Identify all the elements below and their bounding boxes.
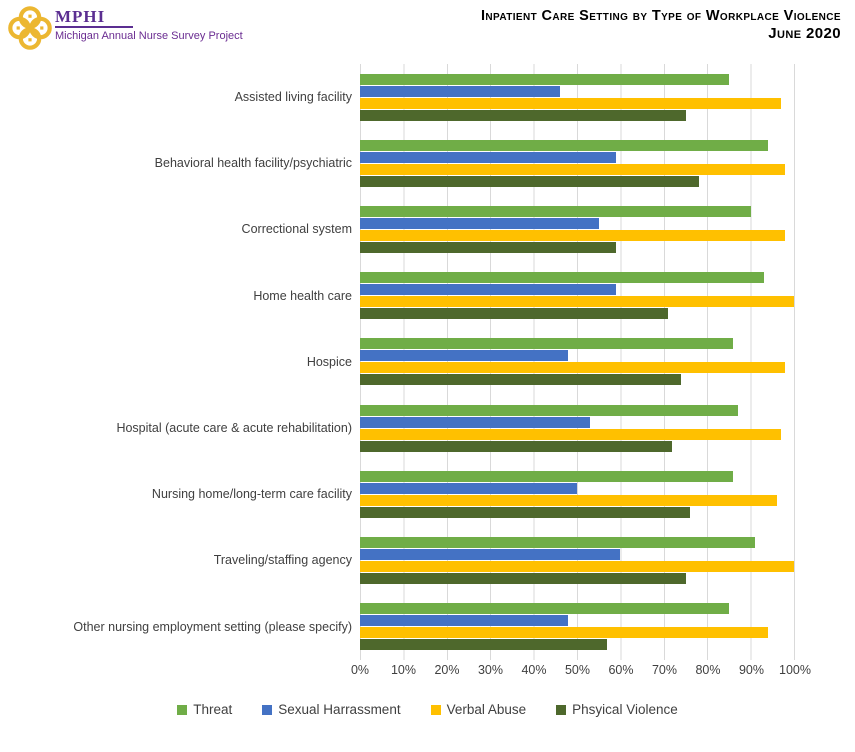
legend-label: Verbal Abuse [446,702,527,717]
bar-group [360,64,795,131]
chart-row: Other nursing employment setting (please… [0,593,795,660]
bar-verbal-abuse [360,362,786,374]
bar-group [360,394,795,462]
bar-verbal-abuse [360,296,794,308]
bar-threat [360,338,734,350]
bar-phsyical-violence [360,506,690,518]
bar-verbal-abuse [360,494,777,506]
bar-phsyical-violence [360,639,608,651]
chart-row: Correctional system [0,196,795,263]
bar-threat [360,272,764,284]
category-label: Assisted living facility [234,90,352,105]
bar-sexual-harrassment [360,482,577,494]
bar-sexual-harrassment [360,284,617,296]
bar-threat [360,470,734,482]
bar-group [360,527,795,594]
bar-verbal-abuse [360,97,781,109]
bar-threat [360,603,729,615]
legend-item-sexual-harrassment: Sexual Harrassment [262,702,401,717]
bar-sexual-harrassment [360,85,560,97]
bar-sexual-harrassment [360,615,569,627]
chart-row: Behavioral health facility/psychiatric [0,130,795,197]
bar-phsyical-violence [360,308,669,320]
bar-threat [360,404,738,416]
bar-verbal-abuse [360,627,768,639]
x-axis-tick: 50% [564,663,591,677]
bar-threat [360,205,751,217]
bar-group [360,593,795,660]
bar-chart: Assisted living facility Behavioral healt… [0,64,795,660]
logo-subtitle: Michigan Annual Nurse Survey Project [55,30,243,42]
bar-sexual-harrassment [360,416,591,428]
bar-verbal-abuse [360,163,786,175]
bar-sexual-harrassment [360,548,621,560]
legend-item-phsyical-violence: Phsyical Violence [556,702,678,717]
bar-group [360,262,795,329]
legend-swatch-phsyical-violence-icon [556,704,567,715]
bar-sexual-harrassment [360,151,617,163]
bar-threat [360,139,768,151]
mphi-logo: MPHI Michigan Annual Nurse Survey Projec… [7,5,243,51]
x-axis-tick: 0% [350,663,370,677]
logo-acronym: MPHI [55,8,134,28]
legend-swatch-sexual-harrassment-icon [262,704,273,715]
mphi-quatrefoil-icon [7,5,53,51]
category-label: Nursing home/long-term care facility [151,487,352,502]
category-label: Hospice [306,354,352,369]
chart-row: Hospice [0,328,795,395]
category-label: Traveling/staffing agency [213,553,352,568]
x-axis-tick: 90% [738,663,765,677]
category-label: Behavioral health facility/psychiatric [154,156,352,171]
x-axis-tick: 60% [608,663,634,677]
category-label: Home health care [253,288,352,303]
x-axis-tick: 70% [651,663,678,677]
legend-item-threat: Threat [177,702,232,717]
bar-group [360,130,795,197]
bar-group [360,461,795,528]
legend-swatch-threat-icon [177,704,188,715]
legend-label: Sexual Harrassment [278,702,401,717]
legend-swatch-verbal-abuse-icon [430,704,441,715]
bar-verbal-abuse [360,560,794,572]
bar-phsyical-violence [360,109,686,121]
bar-sexual-harrassment [360,217,599,229]
x-axis-tick: 30% [477,663,504,677]
bar-sexual-harrassment [360,350,569,362]
bar-threat [360,73,729,85]
legend-item-verbal-abuse: Verbal Abuse [430,702,527,717]
chart-row: Hospital (acute care & acute rehabilitat… [0,394,795,462]
category-label: Hospital (acute care & acute rehabilitat… [116,421,352,436]
x-axis-tick: 100% [779,663,811,677]
chart-legend: Threat Sexual Harrassment Verbal Abuse Phsy… [0,702,855,717]
bar-phsyical-violence [360,572,686,584]
bar-phsyical-violence [360,374,682,386]
chart-row: Nursing home/long-term care facility [0,461,795,528]
bar-group [360,196,795,263]
legend-label: Threat [193,702,233,717]
chart-title: Inpatient Care Setting by Type of Workpl… [481,8,841,43]
x-axis-tick: 80% [695,663,721,677]
bar-threat [360,536,755,548]
chart-row: Traveling/staffing agency [0,527,795,594]
bar-verbal-abuse [360,229,786,241]
bar-phsyical-violence [360,440,673,452]
bar-verbal-abuse [360,428,781,440]
bar-group [360,328,795,395]
chart-title-line1: Inpatient Care Setting by Type of Workpl… [480,8,841,24]
x-axis-tick: 20% [434,663,460,677]
chart-row: Assisted living facility [0,64,795,131]
bar-phsyical-violence [360,241,617,253]
x-axis: 0% 10% 20% 30% 40% 50% 60% 70% 80% 90% 100% [351,663,811,683]
bar-phsyical-violence [360,175,699,187]
category-label: Other nursing employment setting (please… [73,619,352,634]
category-label: Correctional system [241,222,352,237]
chart-row: Home health care [0,262,795,329]
legend-label: Phsyical Violence [572,702,678,717]
x-axis-tick: 10% [390,663,417,677]
chart-title-line2: June 2020 [768,25,841,42]
x-axis-tick: 40% [521,663,547,677]
